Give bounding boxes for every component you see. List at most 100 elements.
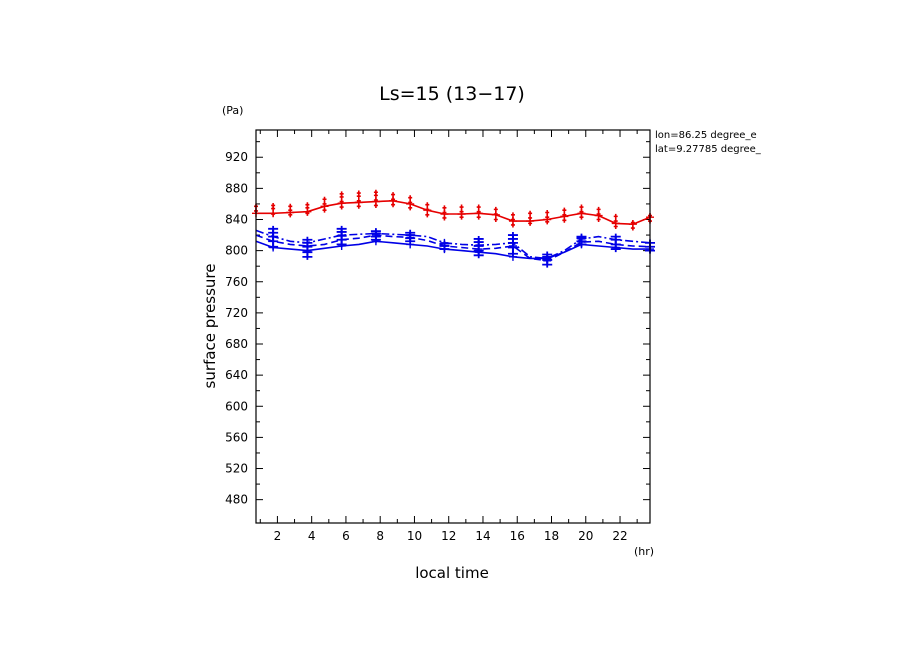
- y-tick-label: 640: [225, 368, 248, 382]
- red-sample-mark: [613, 218, 618, 224]
- red-sample-mark: [545, 214, 550, 220]
- y-tick-label: 560: [225, 430, 248, 444]
- red-sample-mark: [596, 211, 601, 217]
- red-sample-mark: [493, 206, 498, 212]
- x-axis-label: local time: [415, 564, 489, 582]
- red-sample-mark: [545, 209, 550, 215]
- y-tick-label: 680: [225, 337, 248, 351]
- x-tick-label: 2: [274, 529, 282, 543]
- annotation-lon: lon=86.25 degree_e: [655, 130, 757, 141]
- plot-frame: [255, 129, 651, 524]
- red-sample-mark: [442, 209, 447, 215]
- blue-sample-mark: [542, 251, 553, 258]
- blue-sample-mark: [439, 240, 450, 247]
- red-sample-mark: [408, 199, 413, 205]
- y-tick-label: 520: [225, 462, 248, 476]
- red-sample-mark: [579, 209, 584, 215]
- red-sample-mark: [596, 206, 601, 212]
- red-sample-mark: [339, 191, 344, 197]
- red-sample-mark: [322, 201, 327, 207]
- x-axis-unit: (hr): [634, 545, 654, 558]
- red-sample-mark: [476, 204, 481, 210]
- red-sample-mark: [271, 202, 276, 208]
- red-sample-mark: [596, 216, 601, 222]
- blue-sample-mark: [268, 243, 279, 250]
- red-sample-mark: [459, 204, 464, 210]
- red-sample-mark: [373, 202, 378, 208]
- x-tick-label: 20: [578, 529, 593, 543]
- series-line-red-solid: [256, 199, 651, 226]
- blue-sample-mark: [507, 232, 518, 239]
- blue-sample-mark: [268, 225, 279, 232]
- red-sample-mark: [510, 216, 515, 222]
- red-sample-mark: [459, 209, 464, 215]
- y-axis-unit: (Pa): [222, 104, 243, 117]
- red-sample-mark: [442, 215, 447, 221]
- blue-sample-mark: [610, 233, 621, 240]
- y-tick-label: 760: [225, 275, 248, 289]
- red-sample-mark: [613, 213, 618, 219]
- chart-title: Ls=15 (13−17): [379, 83, 525, 105]
- red-sample-mark: [391, 196, 396, 202]
- red-sample-mark: [630, 220, 635, 226]
- series-line-blue-solid: [255, 240, 650, 260]
- x-tick-label: 16: [510, 529, 525, 543]
- red-sample-mark: [493, 216, 498, 222]
- red-sample-mark: [630, 225, 635, 231]
- x-tick-label: 22: [612, 529, 627, 543]
- y-tick-label: 720: [225, 306, 248, 320]
- red-sample-mark: [425, 212, 430, 218]
- red-sample-mark: [339, 204, 344, 210]
- red-sample-mark: [373, 197, 378, 203]
- red-sample-mark: [339, 199, 344, 205]
- red-sample-mark: [545, 219, 550, 225]
- y-tick-label: 600: [225, 399, 248, 413]
- y-tick-label: 880: [225, 181, 248, 195]
- x-tick-label: 12: [441, 529, 456, 543]
- blue-sample-mark: [302, 249, 313, 256]
- red-sample-mark: [305, 210, 310, 216]
- y-tick-label: 920: [225, 150, 248, 164]
- series-line-blue-dashdot: [255, 229, 651, 260]
- x-tick-label: 8: [376, 529, 384, 543]
- red-sample-mark: [562, 207, 567, 213]
- red-sample-mark: [322, 196, 327, 202]
- red-sample-mark: [288, 212, 293, 218]
- y-tick-label: 840: [225, 212, 248, 226]
- red-sample-mark: [528, 210, 533, 216]
- y-axis-label: surface pressure: [201, 264, 219, 389]
- blue-sample-mark: [370, 228, 381, 235]
- red-sample-mark: [356, 203, 361, 209]
- red-sample-mark: [510, 212, 515, 218]
- series-line-blue-dashed: [255, 234, 651, 262]
- red-sample-mark: [356, 198, 361, 204]
- x-tick-label: 4: [308, 529, 316, 543]
- red-sample-mark: [459, 214, 464, 220]
- red-sample-mark: [579, 214, 584, 220]
- red-sample-mark: [322, 207, 327, 213]
- y-tick-label: 800: [225, 244, 248, 258]
- red-sample-mark: [528, 215, 533, 221]
- red-sample-mark: [408, 195, 413, 201]
- blue-sample-mark: [336, 225, 347, 232]
- red-sample-mark: [476, 214, 481, 220]
- x-tick-label: 14: [475, 529, 490, 543]
- blue-sample-mark: [302, 236, 313, 243]
- red-sample-mark: [493, 211, 498, 217]
- red-sample-mark: [613, 223, 618, 229]
- red-sample-mark: [562, 212, 567, 218]
- red-sample-mark: [476, 209, 481, 215]
- red-sample-mark: [425, 206, 430, 212]
- annotation-lat: lat=9.27785 degree_: [655, 144, 762, 155]
- red-sample-mark: [391, 192, 396, 198]
- red-sample-mark: [579, 204, 584, 210]
- red-sample-mark: [271, 211, 276, 217]
- red-sample-mark: [356, 190, 361, 196]
- red-sample-mark: [510, 222, 515, 228]
- y-tick-label: 480: [225, 493, 248, 507]
- red-sample-mark: [442, 205, 447, 211]
- red-sample-mark: [425, 202, 430, 208]
- red-sample-mark: [528, 220, 533, 226]
- blue-sample-mark: [473, 235, 484, 242]
- x-tick-label: 18: [544, 529, 559, 543]
